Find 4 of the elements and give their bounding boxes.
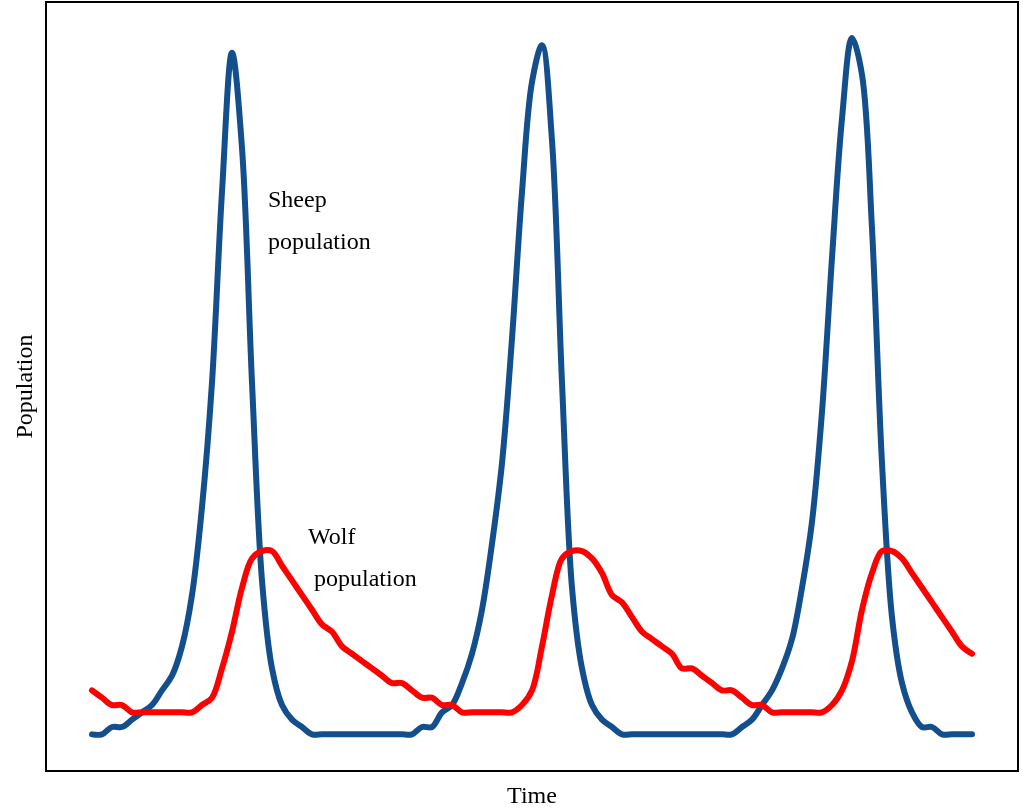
y-axis-title: Population: [11, 334, 37, 439]
x-axis-title: Time: [507, 782, 557, 808]
series-label: Wolf population: [308, 522, 417, 591]
series-label: Sheep population: [268, 185, 371, 254]
